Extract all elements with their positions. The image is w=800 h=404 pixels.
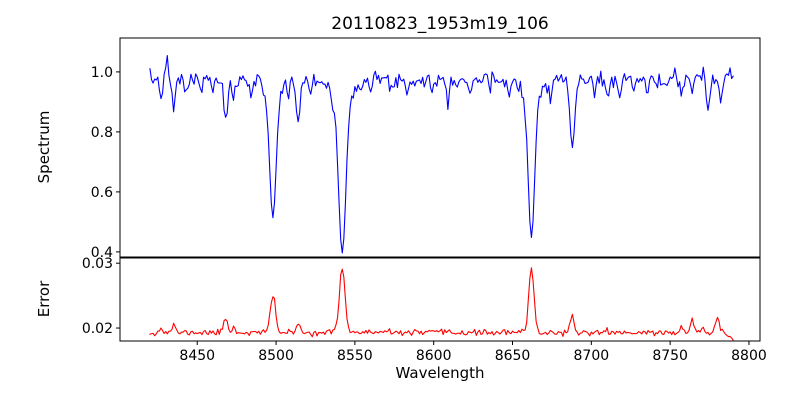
spectrum-line bbox=[149, 54, 734, 254]
x-tick-label: 8450 bbox=[179, 348, 215, 364]
x-tick-label: 8800 bbox=[731, 348, 767, 364]
y-tick-label-spectrum: 0.4 bbox=[91, 245, 113, 261]
x-tick-label: 8500 bbox=[258, 348, 294, 364]
x-tick-label: 8600 bbox=[416, 348, 452, 364]
x-tick-label: 8700 bbox=[574, 348, 610, 364]
x-tick-label: 8650 bbox=[495, 348, 531, 364]
y-axis-label-error: Error bbox=[35, 280, 53, 317]
x-tick-label: 8550 bbox=[337, 348, 373, 364]
y-tick-label-spectrum: 0.8 bbox=[91, 125, 113, 141]
error-panel bbox=[119, 257, 761, 342]
x-tick-label: 8750 bbox=[652, 348, 688, 364]
y-axis-label-spectrum: Spectrum bbox=[35, 111, 53, 184]
plot-title: 20110823_1953m19_106 bbox=[331, 14, 548, 34]
tick-labels: 8450 8500 8550 8600 8650 8700 8750 8800 1.0 0.8 0.… bbox=[82, 65, 767, 364]
y-tick-label-spectrum: 1.0 bbox=[91, 65, 113, 81]
y-tick-label-spectrum: 0.6 bbox=[91, 185, 113, 201]
y-tick-label-error: 0.02 bbox=[82, 321, 113, 337]
spectrum-panel bbox=[119, 37, 761, 258]
y-tick-label-error: 0.03 bbox=[82, 256, 113, 272]
tick-marks bbox=[116, 71, 750, 345]
x-axis-label: Wavelength bbox=[396, 364, 485, 382]
error-line bbox=[149, 267, 734, 341]
